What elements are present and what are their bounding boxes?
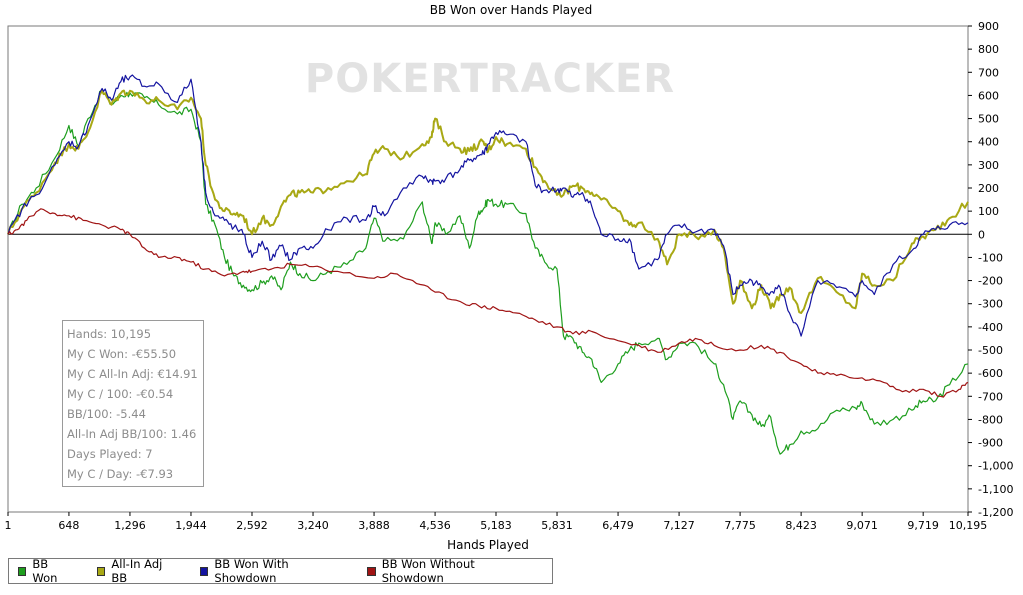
stats-line: My C Won: -€55.50 <box>67 347 177 361</box>
x-tick-label: 7,775 <box>724 519 756 532</box>
y-tick-label: -800 <box>978 413 1003 426</box>
chart-legend: BB Won All-In Adj BB BB Won With Showdown B… <box>8 557 553 585</box>
y-tick-label: -900 <box>978 437 1003 450</box>
legend-swatch <box>18 566 27 576</box>
chart-title: BB Won over Hands Played <box>430 3 592 17</box>
x-tick-label: 10,195 <box>949 519 988 532</box>
stats-line: My C / 100: -€0.54 <box>67 387 174 401</box>
y-tick-label: 900 <box>978 20 999 33</box>
x-tick-label: 648 <box>58 519 79 532</box>
legend-item: BB Won Without Showdown <box>367 557 528 585</box>
y-tick-label: 400 <box>978 136 999 149</box>
stats-line: My C / Day: -€7.93 <box>67 467 174 481</box>
x-tick-label: 4,536 <box>419 519 451 532</box>
series-line-bb-won-without-showdown <box>7 208 969 398</box>
y-tick-label: 200 <box>978 182 999 195</box>
legend-swatch <box>367 566 376 576</box>
legend-swatch <box>97 566 106 576</box>
series-line-bb-won <box>7 90 969 455</box>
legend-label: BB Won With Showdown <box>214 557 289 585</box>
legend-item: All-In Adj BB <box>97 557 176 585</box>
stats-line: All-In Adj BB/100: 1.46 <box>67 427 197 441</box>
series-line-bb-won-with-showdown <box>7 74 969 337</box>
y-tick-label: 800 <box>978 43 999 56</box>
x-tick-label: 3,888 <box>358 519 390 532</box>
y-tick-label: 100 <box>978 205 999 218</box>
y-tick-label: 500 <box>978 113 999 126</box>
legend-label: BB Won <box>32 557 58 585</box>
y-tick-label: -700 <box>978 390 1003 403</box>
legend-swatch <box>199 566 209 576</box>
y-tick-label: 0 <box>978 228 985 241</box>
stats-line: BB/100: -5.44 <box>67 407 146 421</box>
x-axis-title: Hands Played <box>447 538 529 552</box>
x-tick-label: 7,127 <box>663 519 695 532</box>
x-tick-label: 6,479 <box>602 519 634 532</box>
x-tick-label: 9,071 <box>846 519 878 532</box>
x-tick-label: 1,296 <box>114 519 146 532</box>
x-tick-label: 8,423 <box>785 519 817 532</box>
stats-line: My C All-In Adj: €14.91 <box>67 367 198 381</box>
stats-box: Hands: 10,195 My C Won: -€55.50 My C All-I… <box>62 320 204 487</box>
legend-label: All-In Adj BB <box>111 557 163 585</box>
y-tick-label: 700 <box>978 66 999 79</box>
legend-item: BB Won <box>18 557 73 585</box>
stats-line: Days Played: 7 <box>67 447 153 461</box>
x-tick-label: 1,944 <box>175 519 207 532</box>
watermark-logo: POKERTRACKER <box>305 56 675 102</box>
y-tick-label: -1,200 <box>978 506 1013 519</box>
y-tick-label: -1,100 <box>978 483 1013 496</box>
y-tick-label: 600 <box>978 89 999 102</box>
y-tick-label: 300 <box>978 159 999 172</box>
x-tick-label: 9,719 <box>907 519 939 532</box>
y-tick-label: -200 <box>978 275 1003 288</box>
stats-line: Hands: 10,195 <box>67 327 152 341</box>
y-tick-label: -400 <box>978 321 1003 334</box>
series-line-all-in-adj-bb <box>7 89 969 314</box>
x-tick-label: 5,183 <box>480 519 512 532</box>
legend-item: BB Won With Showdown <box>199 557 343 585</box>
y-tick-label: -300 <box>978 298 1003 311</box>
y-tick-label: -100 <box>978 251 1003 264</box>
y-tick-label: -1,000 <box>978 460 1013 473</box>
x-tick-label: 5,831 <box>541 519 573 532</box>
y-tick-label: -600 <box>978 367 1003 380</box>
x-tick-label: 1 <box>5 519 12 532</box>
x-tick-label: 3,240 <box>297 519 329 532</box>
legend-label: BB Won Without Showdown <box>381 557 475 585</box>
y-tick-label: -500 <box>978 344 1003 357</box>
x-tick-label: 2,592 <box>236 519 268 532</box>
